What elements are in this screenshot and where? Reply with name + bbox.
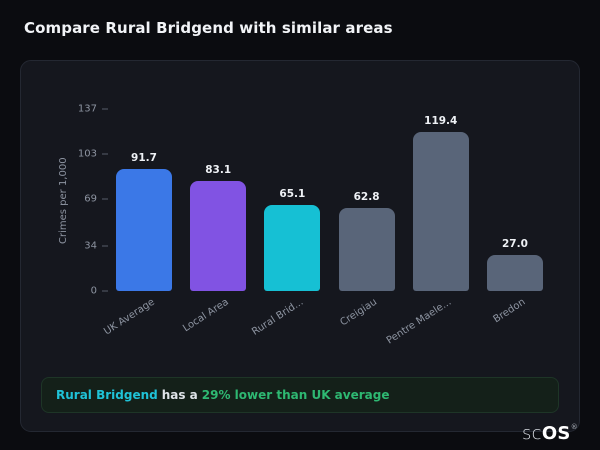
page-title: Compare Rural Bridgend with similar area…: [24, 19, 393, 37]
bar: [338, 207, 395, 291]
bar-value-label: 119.4: [424, 115, 458, 128]
tick-mark: [102, 153, 108, 155]
note-subject: Rural Bridgend: [56, 388, 158, 402]
note-text: has a: [161, 388, 198, 402]
bar-group: 119.4 Pentre Maele...: [385, 109, 469, 347]
x-axis-label: Creigiau: [338, 296, 380, 329]
bar-value-label: 91.7: [131, 152, 157, 165]
bar: [190, 180, 247, 291]
bar-value-label: 83.1: [205, 163, 232, 176]
scos-logo: scOS®: [522, 423, 578, 444]
tick-mark: [102, 290, 108, 292]
x-axis-label: UK Average: [101, 296, 157, 338]
tick-mark: [102, 198, 108, 200]
x-axis-label: Bredon: [491, 296, 528, 326]
bar: [264, 204, 321, 291]
bar-value-label: 65.1: [279, 187, 306, 200]
y-tick-label: 103: [78, 149, 108, 160]
logo-suffix: OS: [541, 423, 571, 444]
y-tick-label: 137: [78, 104, 108, 115]
bar-chart: Crimes per 1,000 0 34 69 103 137 91.7 UK Aver…: [58, 104, 543, 347]
x-axis-label: Rural Brid...: [249, 296, 306, 338]
bar-group: 65.1 Rural Brid...: [250, 109, 321, 338]
y-tick-label: 34: [84, 240, 108, 251]
bar-group: 62.8 Creigiau: [338, 109, 395, 328]
bar-group: 27.0 Bredon: [486, 109, 543, 325]
x-axis-label: Pentre Maele...: [384, 296, 454, 347]
y-tick-label: 69: [84, 194, 108, 205]
bar-group: 83.1 Local Area: [181, 109, 247, 334]
plot-area: 91.7 UK Average 83.1 Local Area 65.1 Rural Br…: [102, 109, 543, 347]
x-axis-label: Local Area: [181, 296, 231, 335]
registered-mark: ®: [570, 423, 578, 431]
bar-group: 91.7 UK Average: [102, 109, 172, 338]
bar: [486, 255, 543, 291]
chart-card: Crimes per 1,000 0 34 69 103 137 91.7 UK Aver…: [20, 60, 580, 432]
note-highlight: 29% lower than UK average: [201, 388, 390, 402]
y-tick-label: 0: [91, 286, 108, 297]
tick-mark: [102, 245, 108, 247]
tick-mark: [102, 108, 108, 110]
y-axis-title: Crimes per 1,000: [58, 157, 69, 244]
bar: [116, 169, 172, 291]
bar-value-label: 27.0: [501, 238, 528, 251]
bar: [412, 132, 469, 291]
summary-note: Rural Bridgend has a 29% lower than UK a…: [41, 377, 559, 413]
logo-prefix: sc: [521, 423, 542, 444]
bar-value-label: 62.8: [353, 190, 380, 203]
